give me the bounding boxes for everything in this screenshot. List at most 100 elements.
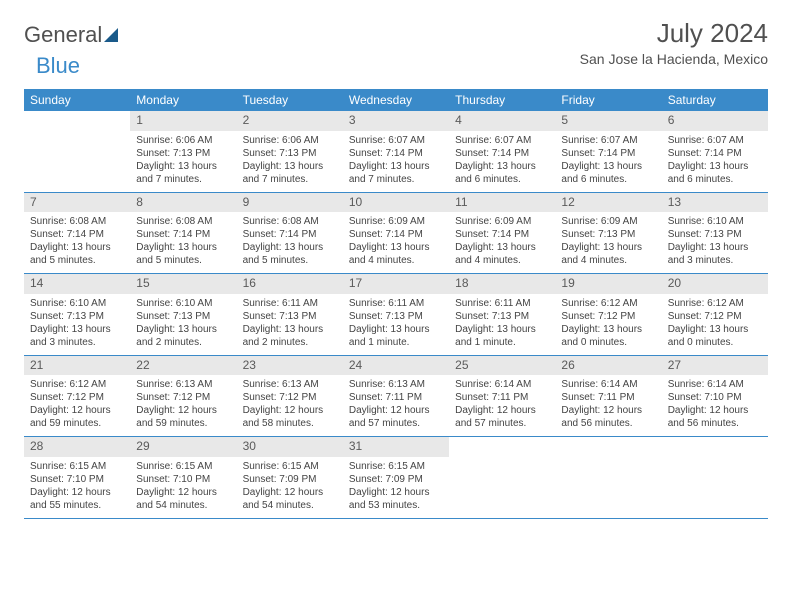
sunset-label: Sunset: 7:12 PM xyxy=(561,310,655,323)
sunset-label: Sunset: 7:14 PM xyxy=(668,147,762,160)
logo-text-blue: Blue xyxy=(36,53,80,79)
day-number: 21 xyxy=(24,356,130,376)
day-number: 2 xyxy=(237,111,343,131)
daylight-label: Daylight: 13 hours and 2 minutes. xyxy=(243,323,337,349)
day-cell: 12Sunrise: 6:09 AMSunset: 7:13 PMDayligh… xyxy=(555,193,661,274)
sunset-label: Sunset: 7:10 PM xyxy=(30,473,124,486)
week-row: 14Sunrise: 6:10 AMSunset: 7:13 PMDayligh… xyxy=(24,274,768,356)
week-row: 1Sunrise: 6:06 AMSunset: 7:13 PMDaylight… xyxy=(24,111,768,193)
day-number: 13 xyxy=(662,193,768,213)
sunrise-label: Sunrise: 6:07 AM xyxy=(668,134,762,147)
sunrise-label: Sunrise: 6:09 AM xyxy=(349,215,443,228)
sunset-label: Sunset: 7:13 PM xyxy=(136,310,230,323)
day-cell xyxy=(449,437,555,518)
day-cell: 17Sunrise: 6:11 AMSunset: 7:13 PMDayligh… xyxy=(343,274,449,355)
day-header: Tuesday xyxy=(237,89,343,111)
sunset-label: Sunset: 7:14 PM xyxy=(455,228,549,241)
daylight-label: Daylight: 13 hours and 1 minute. xyxy=(455,323,549,349)
day-cell: 29Sunrise: 6:15 AMSunset: 7:10 PMDayligh… xyxy=(130,437,236,518)
sunrise-label: Sunrise: 6:08 AM xyxy=(30,215,124,228)
daylight-label: Daylight: 12 hours and 57 minutes. xyxy=(455,404,549,430)
daylight-label: Daylight: 13 hours and 3 minutes. xyxy=(30,323,124,349)
sunset-label: Sunset: 7:13 PM xyxy=(455,310,549,323)
sunset-label: Sunset: 7:13 PM xyxy=(561,228,655,241)
daylight-label: Daylight: 12 hours and 54 minutes. xyxy=(243,486,337,512)
sunset-label: Sunset: 7:12 PM xyxy=(668,310,762,323)
daylight-label: Daylight: 13 hours and 1 minute. xyxy=(349,323,443,349)
sunset-label: Sunset: 7:12 PM xyxy=(243,391,337,404)
sunrise-label: Sunrise: 6:10 AM xyxy=(136,297,230,310)
day-number: 31 xyxy=(343,437,449,457)
day-cell: 2Sunrise: 6:06 AMSunset: 7:13 PMDaylight… xyxy=(237,111,343,192)
weeks-container: 1Sunrise: 6:06 AMSunset: 7:13 PMDaylight… xyxy=(24,111,768,519)
sunrise-label: Sunrise: 6:12 AM xyxy=(30,378,124,391)
day-cell: 8Sunrise: 6:08 AMSunset: 7:14 PMDaylight… xyxy=(130,193,236,274)
sunrise-label: Sunrise: 6:15 AM xyxy=(349,460,443,473)
day-number: 10 xyxy=(343,193,449,213)
sunset-label: Sunset: 7:10 PM xyxy=(668,391,762,404)
sunrise-label: Sunrise: 6:07 AM xyxy=(455,134,549,147)
sunrise-label: Sunrise: 6:10 AM xyxy=(668,215,762,228)
daylight-label: Daylight: 13 hours and 7 minutes. xyxy=(243,160,337,186)
day-cell: 14Sunrise: 6:10 AMSunset: 7:13 PMDayligh… xyxy=(24,274,130,355)
day-number: 16 xyxy=(237,274,343,294)
daylight-label: Daylight: 13 hours and 4 minutes. xyxy=(349,241,443,267)
sunrise-label: Sunrise: 6:12 AM xyxy=(668,297,762,310)
day-cell: 22Sunrise: 6:13 AMSunset: 7:12 PMDayligh… xyxy=(130,356,236,437)
day-cell: 28Sunrise: 6:15 AMSunset: 7:10 PMDayligh… xyxy=(24,437,130,518)
day-number: 6 xyxy=(662,111,768,131)
day-cell: 6Sunrise: 6:07 AMSunset: 7:14 PMDaylight… xyxy=(662,111,768,192)
day-number: 20 xyxy=(662,274,768,294)
sunrise-label: Sunrise: 6:07 AM xyxy=(561,134,655,147)
sunset-label: Sunset: 7:12 PM xyxy=(30,391,124,404)
daylight-label: Daylight: 13 hours and 6 minutes. xyxy=(455,160,549,186)
day-cell: 25Sunrise: 6:14 AMSunset: 7:11 PMDayligh… xyxy=(449,356,555,437)
day-cell: 21Sunrise: 6:12 AMSunset: 7:12 PMDayligh… xyxy=(24,356,130,437)
calendar: SundayMondayTuesdayWednesdayThursdayFrid… xyxy=(24,89,768,519)
day-header: Friday xyxy=(555,89,661,111)
sunrise-label: Sunrise: 6:07 AM xyxy=(349,134,443,147)
logo-text-general: General xyxy=(24,22,102,48)
day-cell xyxy=(662,437,768,518)
day-cell: 4Sunrise: 6:07 AMSunset: 7:14 PMDaylight… xyxy=(449,111,555,192)
day-number: 17 xyxy=(343,274,449,294)
week-row: 28Sunrise: 6:15 AMSunset: 7:10 PMDayligh… xyxy=(24,437,768,519)
sunset-label: Sunset: 7:13 PM xyxy=(668,228,762,241)
daylight-label: Daylight: 13 hours and 4 minutes. xyxy=(455,241,549,267)
sunset-label: Sunset: 7:13 PM xyxy=(30,310,124,323)
sunrise-label: Sunrise: 6:06 AM xyxy=(243,134,337,147)
day-header: Saturday xyxy=(662,89,768,111)
sunrise-label: Sunrise: 6:13 AM xyxy=(136,378,230,391)
day-cell: 18Sunrise: 6:11 AMSunset: 7:13 PMDayligh… xyxy=(449,274,555,355)
daylight-label: Daylight: 13 hours and 6 minutes. xyxy=(561,160,655,186)
daylight-label: Daylight: 13 hours and 3 minutes. xyxy=(668,241,762,267)
day-number: 27 xyxy=(662,356,768,376)
sunset-label: Sunset: 7:14 PM xyxy=(349,228,443,241)
day-number: 28 xyxy=(24,437,130,457)
location-label: San Jose la Hacienda, Mexico xyxy=(580,51,768,67)
day-number: 14 xyxy=(24,274,130,294)
sunrise-label: Sunrise: 6:15 AM xyxy=(30,460,124,473)
day-cell: 31Sunrise: 6:15 AMSunset: 7:09 PMDayligh… xyxy=(343,437,449,518)
day-number: 23 xyxy=(237,356,343,376)
sunset-label: Sunset: 7:14 PM xyxy=(349,147,443,160)
sunrise-label: Sunrise: 6:09 AM xyxy=(561,215,655,228)
day-cell: 1Sunrise: 6:06 AMSunset: 7:13 PMDaylight… xyxy=(130,111,236,192)
sunset-label: Sunset: 7:14 PM xyxy=(455,147,549,160)
sunrise-label: Sunrise: 6:15 AM xyxy=(136,460,230,473)
day-number: 1 xyxy=(130,111,236,131)
day-number: 12 xyxy=(555,193,661,213)
day-number: 26 xyxy=(555,356,661,376)
daylight-label: Daylight: 13 hours and 7 minutes. xyxy=(136,160,230,186)
daylight-label: Daylight: 12 hours and 56 minutes. xyxy=(561,404,655,430)
daylight-label: Daylight: 13 hours and 2 minutes. xyxy=(136,323,230,349)
sunrise-label: Sunrise: 6:14 AM xyxy=(455,378,549,391)
day-number: 18 xyxy=(449,274,555,294)
day-number: 30 xyxy=(237,437,343,457)
day-number: 5 xyxy=(555,111,661,131)
daylight-label: Daylight: 12 hours and 53 minutes. xyxy=(349,486,443,512)
title-block: July 2024 San Jose la Hacienda, Mexico xyxy=(580,18,768,67)
daylight-label: Daylight: 13 hours and 0 minutes. xyxy=(561,323,655,349)
sunset-label: Sunset: 7:14 PM xyxy=(243,228,337,241)
day-cell xyxy=(555,437,661,518)
